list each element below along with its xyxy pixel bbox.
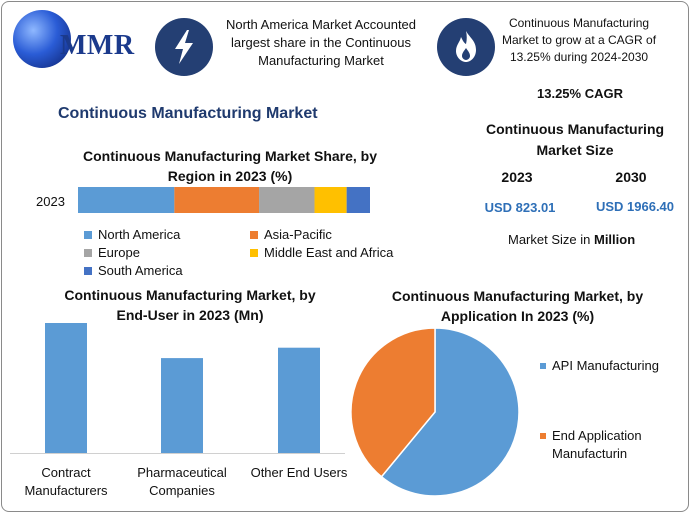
unit-note-unit: Million (593, 232, 636, 247)
legend-label: Europe (98, 245, 140, 260)
market-size-unit-note: Market Size in Million (508, 232, 635, 247)
legend-item-asia-pacific: Asia-Pacific (250, 227, 332, 242)
region-segment-asia-pacific (174, 187, 260, 213)
market-value-2030: USD 1966.40 (595, 199, 675, 214)
legend-label: Asia-Pacific (264, 227, 332, 242)
pie-legend-swatch (540, 363, 546, 369)
chart-region-stacked-bar (78, 187, 370, 213)
legend-swatch (250, 230, 258, 239)
chart-region-title: Continuous Manufacturing Market Share, b… (82, 148, 378, 184)
chart-enduser-bars (10, 323, 345, 454)
enduser-bar-pharmaceutical-companies (161, 358, 203, 453)
legend-item-europe: Europe (84, 245, 140, 260)
legend-swatch (84, 230, 92, 239)
enduser-bar-contract-manufacturers (45, 323, 87, 453)
chart-application-title: Continuous Manufacturing Market, by Appl… (391, 288, 644, 324)
pie-legend-item: End Application Manufacturin (540, 427, 672, 463)
year-2023-label: 2023 (501, 169, 533, 185)
legend-label: North America (98, 227, 181, 242)
headline-cagr: Continuous Manufacturing Market to grow … (501, 16, 657, 64)
pie-legend-swatch (540, 433, 546, 439)
pie-legend-label: End Application Manufacturin (552, 428, 642, 461)
cagr-label: 13.25% CAGR (537, 86, 623, 101)
legend-swatch (84, 266, 92, 275)
unit-note-prefix: Market Size in (508, 232, 594, 247)
region-segment-north-america (78, 187, 175, 213)
enduser-category-label: Contract Manufacturers (24, 465, 108, 498)
logo-text: MMR (60, 30, 135, 61)
region-segment-middle-east-and-africa (314, 187, 347, 213)
enduser-category-label: Other End Users (250, 465, 348, 480)
region-segment-europe (259, 187, 315, 213)
legend-item-north-america: North America (84, 227, 180, 242)
page-title: Continuous Manufacturing Market (58, 105, 318, 122)
region-segment-south-america (346, 187, 370, 213)
chart-region-category-label: 2023 (36, 194, 65, 209)
pie-legend-item: API Manufacturing (540, 357, 672, 375)
legend-swatch (84, 248, 92, 257)
lightning-icon (155, 18, 213, 76)
legend-label: South America (98, 263, 183, 278)
market-value-2023: USD 823.01 (484, 200, 556, 215)
enduser-category-label: Pharmaceutical Companies (137, 465, 227, 498)
headline-north-america: North America Market Accounted largest s… (225, 17, 417, 68)
chart-enduser-title: Continuous Manufacturing Market, by End-… (64, 287, 316, 323)
year-2030-label: 2030 (615, 169, 647, 185)
market-size-title: Continuous Manufacturing Market Size (485, 121, 665, 158)
pie-legend-label: API Manufacturing (552, 358, 659, 373)
legend-item-middle-east-and-africa: Middle East and Africa (250, 245, 393, 260)
legend-label: Middle East and Africa (264, 245, 394, 260)
legend-item-south-america: South America (84, 263, 183, 278)
pie-slice-api-manufacturing (380, 327, 520, 497)
chart-application-pie (350, 327, 520, 497)
globe-logo-icon (13, 10, 71, 68)
enduser-bar-other-end-users (278, 347, 320, 453)
pie-slice-end-application-manufacturin (350, 327, 436, 478)
legend-swatch (250, 248, 258, 257)
flame-icon (437, 18, 495, 76)
